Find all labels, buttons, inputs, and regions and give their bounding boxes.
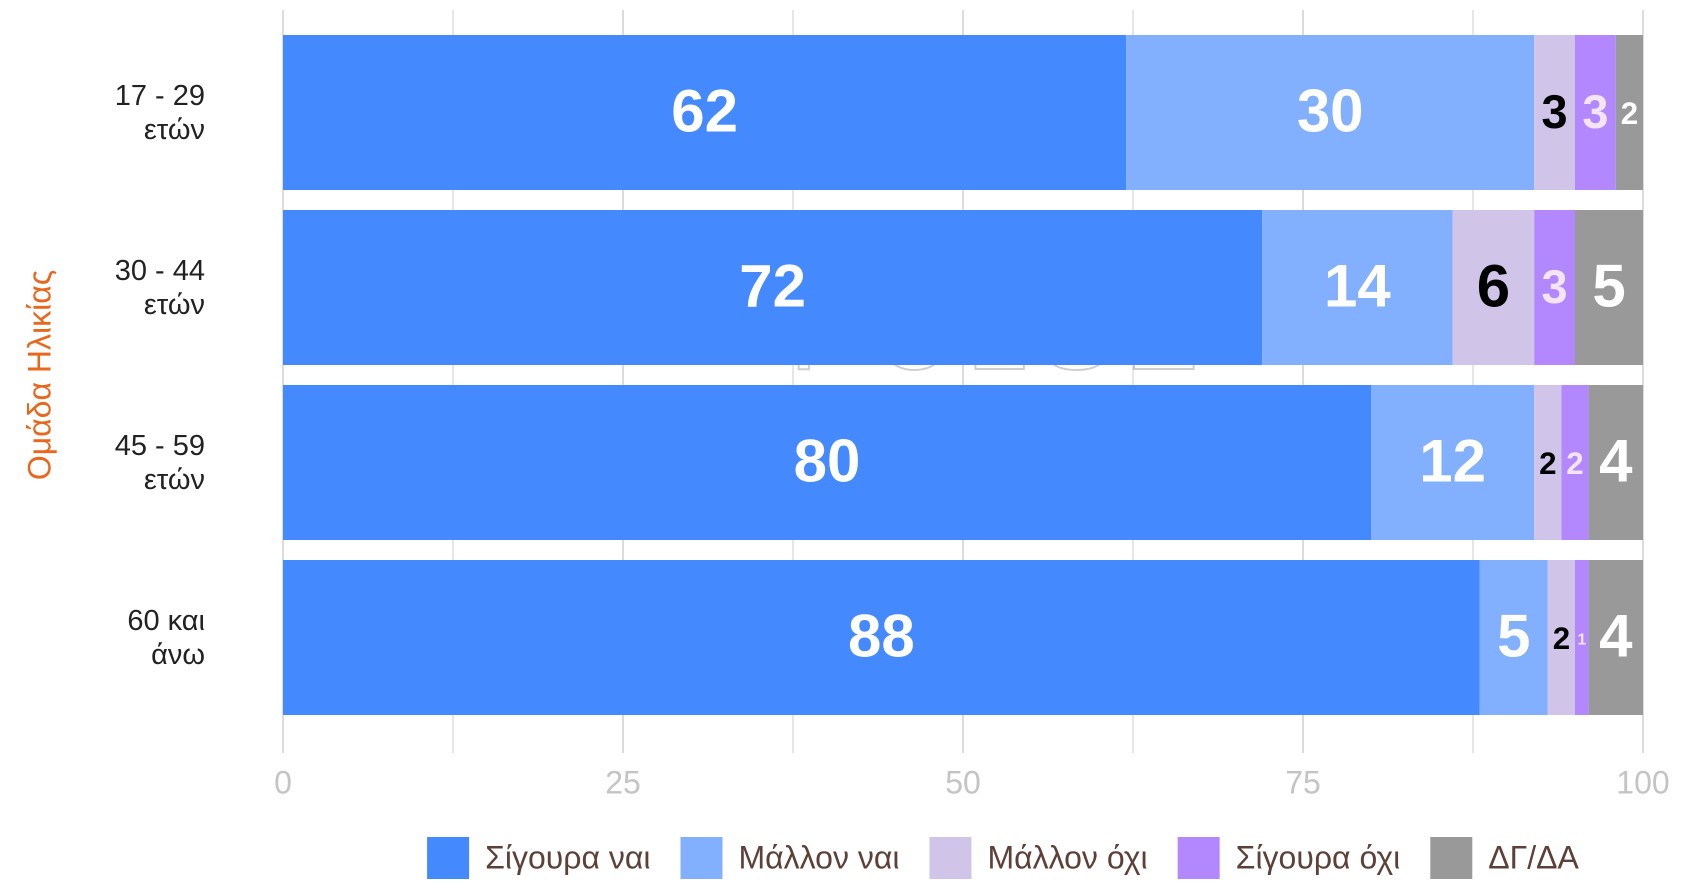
data-label: 80 (794, 427, 861, 494)
x-tick-label: 25 (605, 764, 641, 800)
legend-label: Μάλλον όχι (987, 839, 1147, 875)
legend-swatch (680, 837, 723, 879)
bar-segment (1479, 560, 1548, 715)
legend-label: Σίγουρα όχι (1236, 839, 1401, 875)
y-tick-label: 45 - 59 ετών (114, 429, 205, 496)
bar-segment (1561, 385, 1589, 540)
x-tick-label: 75 (1285, 764, 1321, 800)
bar-segment (283, 210, 1263, 365)
legend-label: Μάλλον ναι (738, 839, 899, 875)
x-tick-label: 50 (945, 764, 981, 800)
data-label: 12 (1419, 427, 1486, 494)
legend-swatch (427, 837, 470, 879)
data-label: 88 (848, 602, 915, 669)
data-label: 30 (1297, 77, 1364, 144)
bar-segment (1547, 560, 1575, 715)
y-tick-label: 60 και άνω (127, 604, 205, 671)
data-label: 4 (1599, 602, 1633, 669)
bar-segment (1615, 35, 1643, 190)
bar-segment (1371, 385, 1535, 540)
data-label: 5 (1592, 252, 1625, 319)
bar-segment (1126, 35, 1535, 190)
bar-segment (1262, 210, 1453, 365)
legend-swatch (1177, 837, 1220, 879)
data-label: 2 (1621, 96, 1638, 131)
bar-segment (1452, 210, 1535, 365)
data-label: 5 (1497, 602, 1530, 669)
legend-swatch (929, 837, 972, 879)
bar-segment (283, 560, 1480, 715)
bar-segment (1575, 560, 1589, 715)
y-tick-label: 17 - 29 ετών (114, 79, 205, 146)
y-tick-label: 30 - 44 ετών (114, 254, 205, 321)
x-tick-label: 0 (274, 764, 292, 800)
data-label: 72 (739, 252, 806, 319)
bar-segment (283, 35, 1127, 190)
legend-swatch (1430, 837, 1473, 879)
bar-segment (1575, 210, 1643, 365)
legend-label: Σίγουρα ναι (485, 839, 650, 875)
bar-segment (283, 385, 1371, 540)
data-label: 4 (1599, 427, 1633, 494)
data-label: 1 (1577, 632, 1586, 649)
data-label: 3 (1542, 261, 1568, 313)
data-label: 3 (1582, 86, 1608, 138)
bar-segment (1588, 560, 1643, 715)
data-label: 2 (1553, 621, 1570, 656)
data-label: 62 (671, 77, 738, 144)
y-axis-label: Ομάδα Ηλικίας (21, 270, 57, 480)
bar-segment (1588, 385, 1643, 540)
bar-segment (1534, 210, 1575, 365)
data-label: 2 (1566, 446, 1583, 481)
data-label: 3 (1542, 86, 1568, 138)
legend-label: ΔΓ/ΔΑ (1488, 839, 1579, 875)
data-label: 14 (1324, 252, 1391, 319)
bar-segment (1575, 35, 1616, 190)
bar-segment (1534, 385, 1562, 540)
data-label: 6 (1477, 252, 1510, 319)
legend: Σίγουρα ναι Μάλλον ναι Μάλλον όχι Σίγουρα ό… (427, 837, 1580, 879)
data-label: 2 (1539, 446, 1556, 481)
bar-segment (1534, 35, 1575, 190)
x-tick-label: 100 (1616, 764, 1669, 800)
